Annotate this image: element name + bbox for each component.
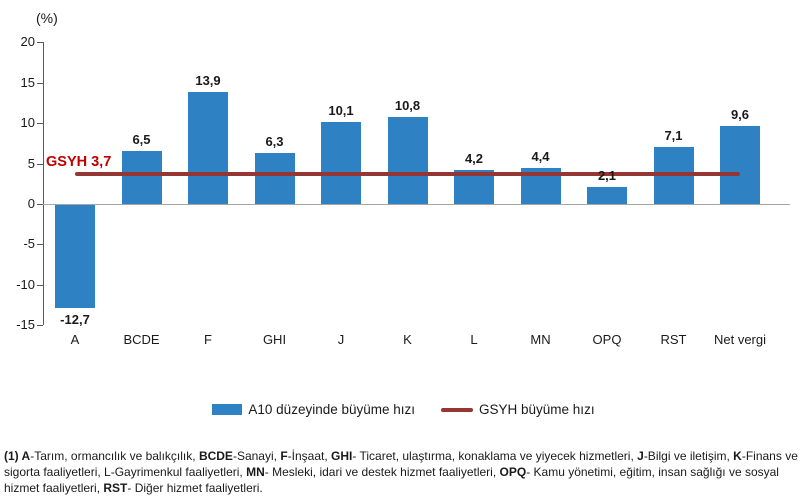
footnote-run: -Bilgi ve iletişim, (643, 449, 734, 463)
footnote-run: BCDE (198, 449, 233, 463)
bar (55, 205, 95, 308)
gsyh-reference-line (75, 172, 740, 177)
bar-value-label: 2,1 (597, 168, 617, 184)
x-category-label: Net vergi (713, 332, 767, 347)
bar (587, 187, 627, 204)
footnote: (1) A-Tarım, ormancılık ve balıkçılık, B… (4, 448, 803, 496)
y-axis-tick (37, 83, 43, 84)
y-axis-tick (37, 325, 43, 326)
gsyh-line-label: GSYH 3,7 (46, 154, 112, 170)
x-category-label: GHI (262, 332, 287, 347)
footnote-run: RST (103, 481, 128, 495)
y-tick-label: -10 (16, 277, 35, 292)
bar-value-label: 4,4 (531, 149, 550, 165)
legend-item-line: GSYH büyüme hızı (441, 402, 595, 417)
y-axis-tick (37, 123, 43, 124)
x-category-label: RST (660, 332, 687, 347)
plot-area: GSYH 3,7 20 15 10 5 0 -5 -10 -15 -12,7 A 6,5 BCDE 13… (16, 34, 790, 347)
y-axis-unit-label: (%) (36, 10, 58, 26)
footnote-run: -Tarım, ormancılık ve balıkçılık, (30, 449, 199, 463)
y-axis-tick (37, 42, 43, 43)
footnote-run: J (637, 449, 644, 463)
footnote-run: -İnşaat, (287, 449, 332, 463)
bar-series-swatch-icon (212, 404, 243, 415)
bar-value-label: 6,3 (265, 134, 284, 150)
footnote-run: - Kamu yönetimi, eğitim, insan sağlığı v… (4, 465, 779, 495)
y-axis-tick (37, 204, 43, 205)
bar (387, 116, 428, 204)
y-tick-label: 15 (20, 75, 35, 90)
y-tick-label: 5 (27, 156, 35, 171)
y-tick-label: -5 (23, 236, 35, 251)
legend-item-bars: A10 düzeyinde büyüme hızı (212, 402, 415, 417)
x-category-label: A (70, 332, 80, 347)
footnote-run: OPQ (499, 465, 527, 479)
y-tick-label: -15 (16, 317, 35, 332)
line-series-swatch-icon (441, 407, 474, 412)
bar-value-label: 10,1 (328, 103, 354, 119)
bar-value-label: 9,6 (730, 107, 750, 123)
bar (321, 122, 361, 204)
bar-value-label: 7,1 (664, 127, 683, 143)
bar-value-label: 6,5 (132, 132, 151, 148)
footnote-run: -Finans ve sigorta faaliyetleri, L-Gayri… (4, 449, 798, 479)
bar (254, 153, 295, 204)
footnote-run: GHI (331, 449, 353, 463)
x-category-label: BCDE (123, 332, 160, 347)
footnote-run: - Mesleki, idari ve destek hizmet faaliy… (264, 465, 500, 479)
zero-axis-line (43, 204, 790, 205)
legend-line-label: GSYH büyüme hızı (479, 402, 595, 417)
footnote-run: K (733, 449, 742, 463)
footnote-run: -Sanayi, (232, 449, 281, 463)
x-category-label: J (337, 332, 345, 347)
x-category-label: F (204, 332, 212, 347)
y-axis-tick (37, 285, 43, 286)
bar (188, 91, 228, 204)
footnote-run: F (280, 449, 288, 463)
bar (121, 151, 162, 204)
footnote-run: - Diğer hizmet faaliyetleri. (127, 481, 263, 495)
y-tick-label: 20 (20, 34, 35, 49)
footnote-run: (1) A (4, 449, 31, 463)
legend-bar-label: A10 düzeyinde büyüme hızı (248, 402, 416, 417)
bar (720, 126, 760, 204)
y-axis-tick (37, 244, 43, 245)
legend: A10 düzeyinde büyüme hızı GSYH büyüme hı… (0, 402, 807, 417)
bar-value-label: 10,8 (394, 97, 421, 113)
bar-value-label: -12,7 (60, 311, 90, 327)
footnote-run: - Ticaret, ulaştırma, konaklama ve yiyec… (352, 449, 638, 463)
y-axis-tick (37, 164, 43, 165)
y-axis-line (43, 42, 44, 326)
y-tick-label: 0 (27, 196, 35, 211)
footnote-run: MN (246, 465, 265, 479)
bar-value-label: 4,2 (464, 151, 484, 167)
bar-value-label: 13,9 (195, 72, 221, 88)
x-category-label: OPQ (592, 332, 622, 347)
y-tick-label: 10 (20, 115, 35, 130)
x-category-label: MN (530, 332, 551, 347)
x-category-label: K (403, 332, 412, 347)
x-category-label: L (470, 332, 478, 347)
